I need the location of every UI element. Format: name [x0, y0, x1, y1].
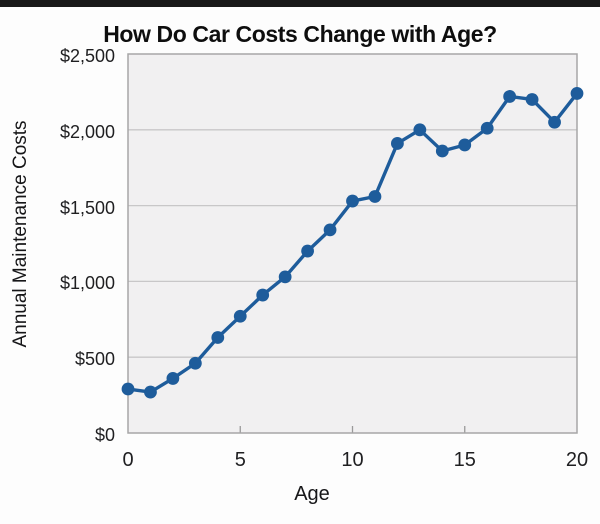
y-tick-label: $2,000 — [59, 121, 115, 142]
data-point — [368, 190, 382, 203]
x-tick-label: 15 — [453, 449, 476, 471]
data-point — [435, 144, 449, 158]
plot-border — [127, 53, 578, 434]
top-border-strip — [0, 0, 600, 7]
data-point — [144, 385, 157, 399]
data-point — [233, 309, 247, 323]
data-point — [166, 372, 180, 385]
data-point — [211, 331, 225, 344]
data-point — [188, 356, 202, 370]
data-point — [278, 270, 292, 284]
y-tick-label: $0 — [94, 425, 115, 445]
x-tick-label: 5 — [234, 449, 246, 471]
data-point — [323, 223, 337, 237]
data-point — [458, 138, 472, 152]
plot-background — [128, 54, 577, 433]
y-tick-label: $1,000 — [59, 273, 115, 294]
y-tick-label: $500 — [74, 349, 115, 370]
data-point — [548, 115, 561, 129]
data-point — [346, 194, 359, 208]
line-chart-svg — [121, 53, 584, 434]
data-point — [503, 90, 517, 103]
data-point — [525, 93, 539, 106]
y-tick-label: $1,500 — [59, 197, 115, 218]
x-tick-label: 20 — [565, 449, 589, 471]
y-axis-title: Annual Maintenance Costs — [10, 120, 31, 348]
plot-area — [121, 53, 584, 434]
data-point — [391, 137, 404, 150]
data-point — [570, 87, 584, 100]
data-point — [256, 288, 270, 302]
chart-title: How Do Car Costs Change with Age? — [103, 21, 497, 47]
x-axis-title: Age — [294, 483, 330, 505]
data-point — [413, 123, 427, 137]
data-point — [121, 382, 135, 396]
data-point — [480, 121, 494, 135]
data-point — [301, 244, 314, 258]
y-tick-label: $2,500 — [59, 46, 115, 66]
x-tick-label: 10 — [341, 449, 364, 471]
x-tick-label: 0 — [122, 449, 134, 471]
